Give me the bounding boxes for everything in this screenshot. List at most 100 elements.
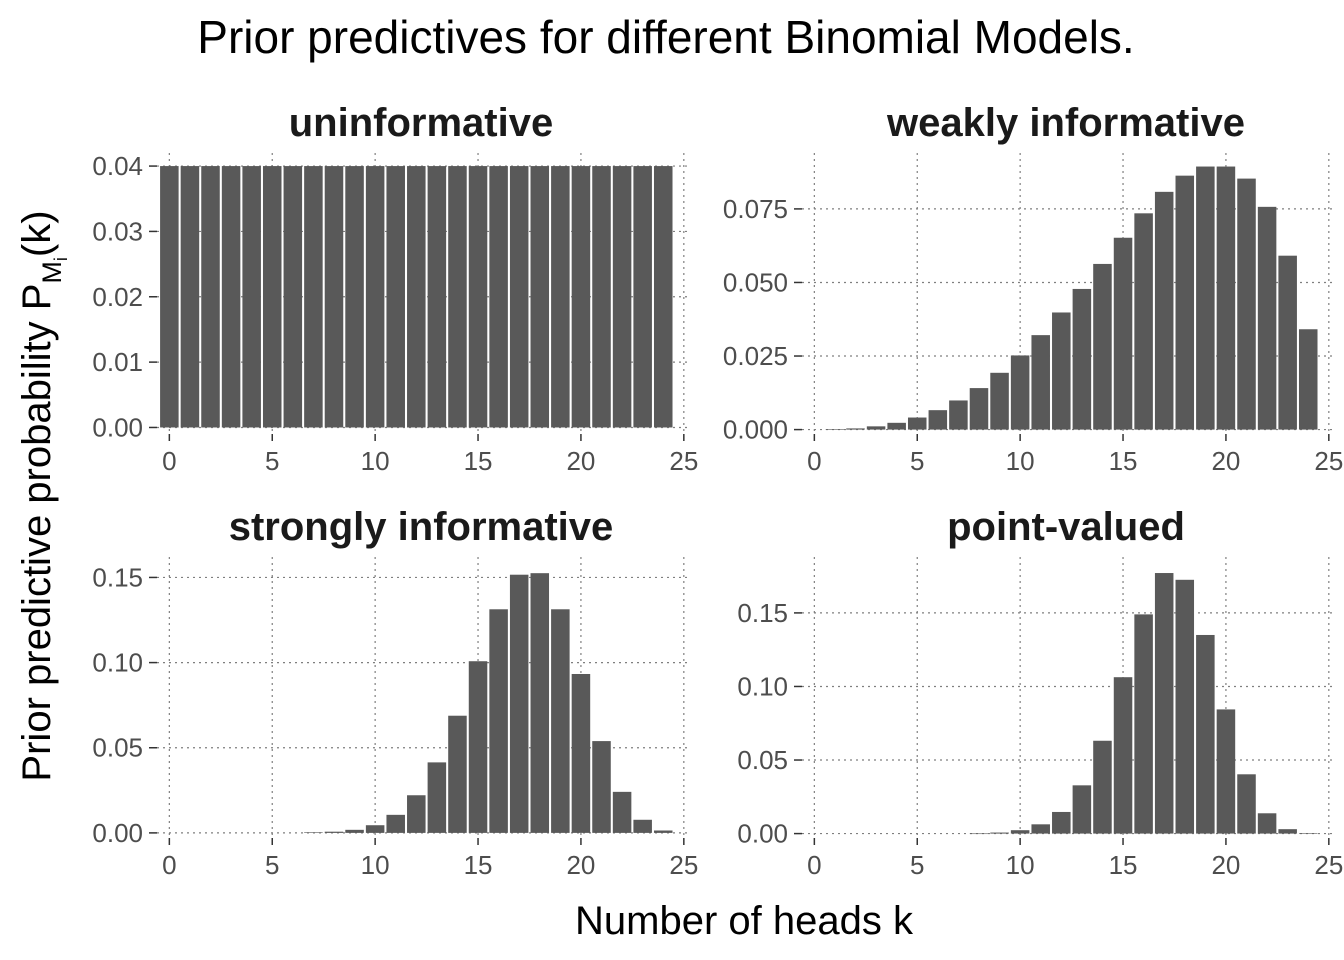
bar	[1278, 255, 1297, 430]
bar	[1010, 830, 1030, 834]
bar	[592, 741, 611, 833]
bar	[489, 166, 508, 428]
y-tick-label: 0.03	[92, 216, 143, 246]
y-tick-label: 0.075	[723, 194, 788, 224]
bar	[180, 166, 200, 428]
bar	[242, 166, 261, 428]
bar	[1154, 191, 1174, 430]
bar	[345, 829, 364, 833]
bar	[1237, 774, 1256, 834]
bar	[907, 417, 927, 430]
x-tick-label: 15	[464, 446, 493, 476]
bar	[1052, 811, 1071, 834]
bar	[846, 428, 865, 430]
y-tick-label: 0.15	[737, 598, 788, 628]
bar	[633, 166, 652, 428]
bar	[160, 166, 179, 428]
y-tick-label: 0.10	[737, 671, 788, 701]
y-axis-title-sub: M	[37, 261, 67, 284]
y-tick-label: 0.02	[92, 282, 143, 312]
bar	[324, 831, 344, 833]
x-tick-label: 25	[669, 446, 698, 476]
panels: uninformative 0 5 10 15 20 25 0.00 0.01 0.02 0.03 0…	[92, 101, 1343, 880]
bar	[551, 609, 570, 833]
bar	[1052, 312, 1071, 430]
x-tick-label: 20	[566, 446, 595, 476]
x-tick-label: 10	[1006, 446, 1035, 476]
x-tick-label: 5	[910, 850, 924, 880]
bar	[468, 661, 488, 833]
y-axis-title-arg: (k)	[15, 210, 59, 257]
y-tick-label: 0.01	[92, 347, 143, 377]
x-tick-label: 20	[566, 850, 595, 880]
bar	[653, 166, 673, 428]
panel-title: point-valued	[947, 505, 1185, 549]
bar	[1196, 166, 1215, 430]
bar	[990, 832, 1009, 834]
bar	[1072, 288, 1092, 430]
bar	[1216, 166, 1236, 430]
bar	[571, 166, 591, 428]
bar	[509, 166, 529, 428]
y-tick-label: 0.05	[92, 733, 143, 763]
panel-title: uninformative	[289, 101, 553, 145]
bar	[448, 715, 467, 833]
bar	[825, 429, 845, 430]
panel-1: weakly informative 0 5 10 15 20 25 0.000 0.025 0.…	[723, 101, 1343, 476]
bar	[1113, 237, 1133, 430]
x-tick-label: 5	[265, 850, 279, 880]
panel-title: strongly informative	[229, 505, 614, 549]
bar	[633, 819, 652, 833]
x-tick-label: 10	[1006, 850, 1035, 880]
x-tick-label: 0	[162, 850, 176, 880]
bar	[928, 410, 948, 430]
panel-3: point-valued 0 5 10 15 20 25 0.00 0.05 0.10 0.15	[737, 505, 1343, 880]
y-axis-title-main: Prior predictive probability P	[15, 284, 59, 782]
bar	[448, 166, 467, 428]
bar	[612, 791, 632, 833]
figure-title: Prior predictives for different Binomial…	[197, 11, 1134, 63]
bar	[407, 166, 426, 428]
bar	[887, 422, 906, 430]
bar	[530, 573, 550, 833]
bar	[1154, 573, 1174, 834]
bar	[1175, 579, 1195, 834]
bar	[1031, 824, 1050, 834]
y-axis-title: Prior predictive probability PMi(k)	[15, 210, 71, 781]
y-tick-label: 0.00	[737, 819, 788, 849]
bar	[489, 609, 508, 833]
bar	[345, 166, 364, 428]
bar	[509, 574, 529, 833]
bar	[1298, 832, 1318, 834]
bar	[866, 426, 886, 430]
bar	[304, 166, 323, 428]
panel-0: uninformative 0 5 10 15 20 25 0.00 0.01 0.02 0.03 0…	[92, 101, 698, 476]
bar	[612, 166, 632, 428]
bar	[1072, 785, 1092, 834]
bar	[304, 832, 323, 833]
x-tick-label: 10	[361, 850, 390, 880]
y-tick-label: 0.05	[737, 745, 788, 775]
bar	[386, 814, 405, 833]
bar	[1093, 740, 1112, 834]
bar	[530, 166, 550, 428]
bar	[1216, 709, 1236, 834]
bar	[990, 372, 1009, 430]
bar	[407, 795, 426, 833]
bar	[365, 825, 385, 833]
bar	[969, 388, 989, 430]
bar	[1134, 614, 1153, 834]
panel-title: weakly informative	[886, 101, 1245, 145]
x-tick-label: 10	[361, 446, 390, 476]
bar	[1031, 335, 1050, 430]
bar	[1134, 213, 1153, 430]
x-tick-label: 20	[1211, 850, 1240, 880]
bar	[949, 400, 968, 430]
bar	[221, 166, 241, 428]
y-tick-label: 0.00	[92, 818, 143, 848]
x-axis-title: Number of heads k	[575, 899, 914, 943]
bar	[1175, 175, 1195, 430]
bar	[201, 166, 220, 428]
bar	[1010, 355, 1030, 430]
x-tick-label: 15	[464, 850, 493, 880]
